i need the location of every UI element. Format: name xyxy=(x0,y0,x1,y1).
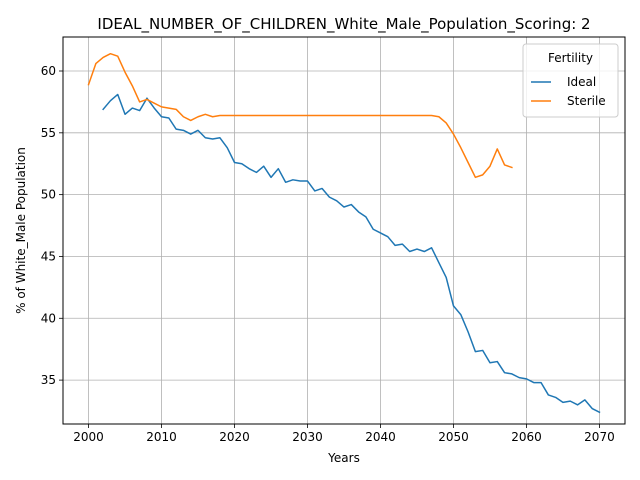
series-line-sterile xyxy=(87,52,513,179)
legend: Fertility Ideal Sterile xyxy=(522,43,619,118)
y-tick-label: 35 xyxy=(41,373,56,387)
x-tick-label: 2010 xyxy=(146,430,177,444)
axis-ticks: 2000 2010 2020 2030 2040 2050 2060 2070 35 40 45 50… xyxy=(41,64,615,444)
plot-frame xyxy=(62,36,626,425)
legend-label-sterile: Sterile xyxy=(567,94,606,108)
series-lines xyxy=(87,52,601,414)
x-tick-label: 2060 xyxy=(511,430,542,444)
legend-box xyxy=(522,43,619,118)
x-tick-label: 2070 xyxy=(584,430,615,444)
y-tick-label: 40 xyxy=(41,311,56,325)
series-line-ideal xyxy=(102,93,601,414)
y-tick-label: 55 xyxy=(41,126,56,140)
x-tick-label: 2020 xyxy=(219,430,250,444)
x-tick-label: 2030 xyxy=(292,430,323,444)
y-axis-label: % of White_Male Population xyxy=(14,147,28,314)
legend-title: Fertility xyxy=(548,51,593,65)
legend-label-ideal: Ideal xyxy=(567,75,596,89)
x-axis-label: Years xyxy=(327,451,360,465)
y-tick-label: 45 xyxy=(41,249,56,263)
y-tick-label: 50 xyxy=(41,188,56,202)
y-tick-label: 60 xyxy=(41,64,56,78)
x-tick-label: 2040 xyxy=(365,430,396,444)
chart-title: IDEAL_NUMBER_OF_CHILDREN_White_Male_Popu… xyxy=(97,15,590,34)
x-tick-label: 2000 xyxy=(73,430,104,444)
x-tick-label: 2050 xyxy=(438,430,469,444)
